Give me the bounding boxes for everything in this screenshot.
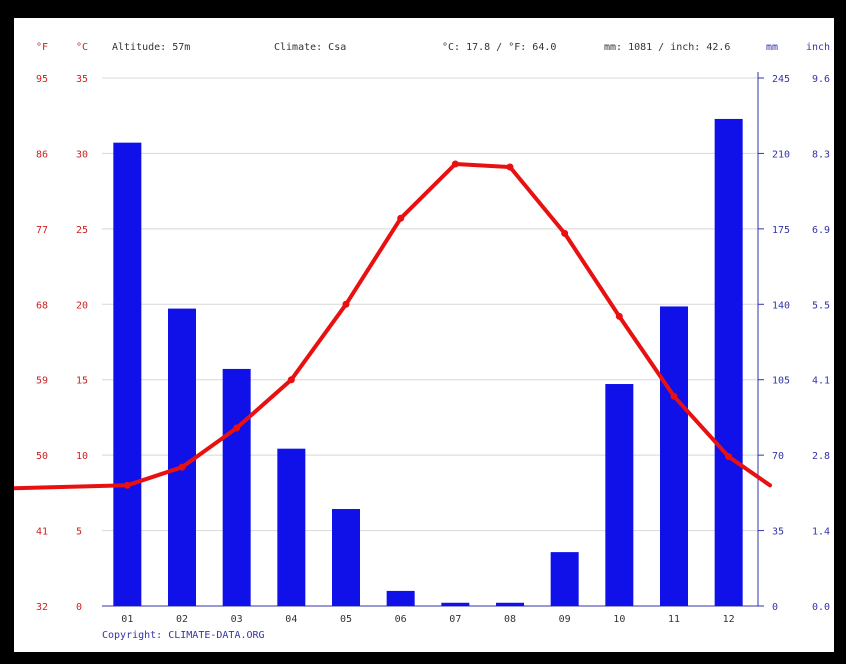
- mm-tick-label: 35: [772, 527, 784, 538]
- precipitation-bar: [496, 602, 524, 606]
- temperature-point: [506, 163, 514, 171]
- month-tick-label: 02: [176, 614, 188, 625]
- celsius-tick-label: 30: [76, 149, 88, 160]
- fahrenheit-axis-label: °F: [36, 42, 49, 53]
- month-tick-label: 06: [395, 614, 407, 625]
- mm-tick-label: 70: [772, 451, 784, 462]
- climate-label: Climate: Csa: [274, 42, 347, 53]
- mm-tick-label: 105: [772, 376, 790, 387]
- inch-tick-label: 5.5: [812, 300, 830, 311]
- month-tick-label: 10: [613, 614, 625, 625]
- month-tick-label: 11: [668, 614, 680, 625]
- precipitation-bar: [441, 602, 470, 606]
- inch-axis-label: inch: [806, 42, 831, 53]
- temperature-point: [451, 160, 459, 168]
- celsius-tick-label: 20: [76, 300, 88, 311]
- month-tick-label: 03: [231, 614, 243, 625]
- celsius-tick-label: 0: [76, 602, 82, 613]
- inch-tick-label: 4.1: [812, 376, 830, 387]
- fahrenheit-tick-label: 32: [36, 602, 48, 613]
- celsius-tick-label: 15: [76, 376, 88, 387]
- celsius-axis-label: °C: [76, 42, 89, 53]
- temperature-point: [725, 453, 733, 461]
- inch-tick-label: 0.0: [812, 602, 830, 613]
- temperature-point: [342, 300, 350, 308]
- precipitation-bar: [277, 448, 306, 606]
- precipitation-bar: [332, 509, 360, 606]
- temperature-point: [233, 424, 241, 432]
- month-tick-label: 08: [504, 614, 516, 625]
- temperature-point: [178, 463, 186, 471]
- temperature-point: [615, 312, 623, 320]
- temperature-point: [287, 376, 295, 384]
- inch-tick-label: 9.6: [812, 74, 830, 85]
- fahrenheit-tick-label: 86: [36, 149, 48, 160]
- mm-tick-label: 175: [772, 225, 790, 236]
- month-tick-label: 04: [285, 614, 297, 625]
- inch-tick-label: 2.8: [812, 451, 830, 462]
- month-tick-label: 12: [723, 614, 735, 625]
- celsius-tick-label: 25: [76, 225, 88, 236]
- month-tick-label: 05: [340, 614, 352, 625]
- month-tick-label: 07: [449, 614, 461, 625]
- celsius-tick-label: 10: [76, 451, 88, 462]
- altitude-label: Altitude: 57m: [112, 42, 191, 53]
- fahrenheit-tick-label: 59: [36, 376, 48, 387]
- temperature-point: [123, 481, 131, 489]
- inch-tick-label: 6.9: [812, 225, 830, 236]
- fahrenheit-tick-label: 95: [36, 74, 48, 85]
- month-tick-label: 09: [559, 614, 571, 625]
- mm-tick-label: 245: [772, 74, 790, 85]
- mm-tick-label: 210: [772, 149, 790, 160]
- mm-tick-label: 0: [772, 602, 778, 613]
- precipitation-summary: mm: 1081 / inch: 42.6: [604, 42, 731, 53]
- precipitation-bar: [550, 552, 579, 606]
- mm-axis-label: mm: [766, 42, 779, 53]
- temperature-point: [670, 392, 678, 400]
- fahrenheit-tick-label: 50: [36, 451, 48, 462]
- fahrenheit-tick-label: 77: [36, 225, 48, 236]
- temperature-point: [561, 229, 569, 237]
- precipitation-bar: [386, 590, 415, 606]
- month-tick-label: 01: [121, 614, 133, 625]
- inch-tick-label: 1.4: [812, 527, 830, 538]
- chart-frame: °F °C Altitude: 57m Climate: Csa °C: 17.…: [14, 18, 834, 652]
- celsius-tick-label: 35: [76, 74, 88, 85]
- temperature-summary: °C: 17.8 / °F: 64.0: [442, 42, 557, 53]
- fahrenheit-tick-label: 68: [36, 300, 48, 311]
- precipitation-bar: [113, 142, 142, 606]
- precipitation-bar: [605, 384, 634, 606]
- copyright-notice: Copyright: CLIMATE-DATA.ORG: [102, 630, 265, 641]
- precipitation-bar: [660, 306, 688, 606]
- inch-tick-label: 8.3: [812, 149, 830, 160]
- precipitation-bar: [714, 118, 743, 607]
- precipitation-bar: [168, 308, 196, 606]
- fahrenheit-tick-label: 41: [36, 527, 48, 538]
- temperature-point: [397, 214, 405, 222]
- temperature-line: [14, 162, 772, 491]
- mm-tick-label: 140: [772, 300, 790, 311]
- celsius-tick-label: 5: [76, 527, 82, 538]
- precipitation-bar: [222, 368, 251, 606]
- climate-chart: 32 0 0 0.0 41 5 35 1.4 50 10 70 2.8 59 15 105 4.1 68 20 14…: [14, 72, 830, 625]
